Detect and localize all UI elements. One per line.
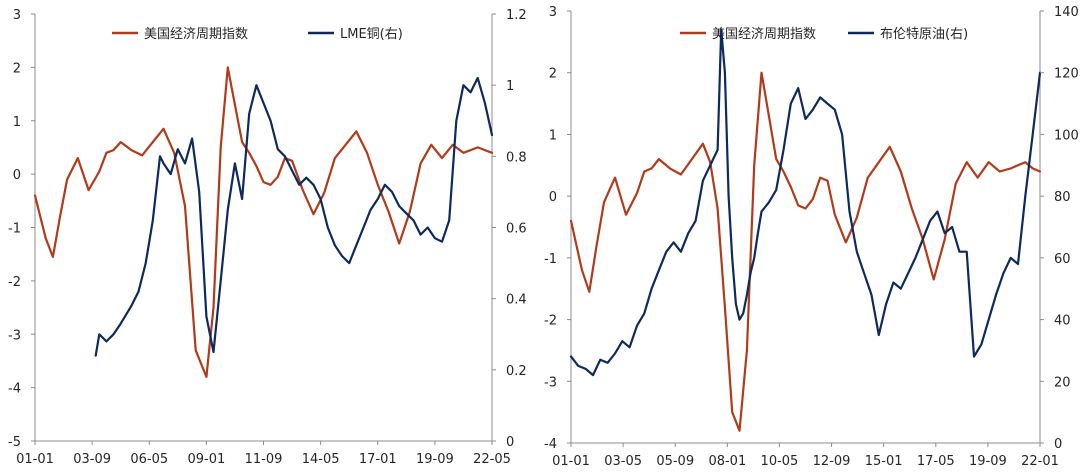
y-left-tick-label: -3 — [544, 375, 557, 390]
y-right-tick-label: 0 — [506, 435, 514, 450]
legend-label-asset: 布伦特原油(右) — [880, 27, 968, 42]
x-tick-label: 05-09 — [656, 454, 694, 469]
x-tick-label: 03-09 — [73, 452, 111, 467]
ticks-layer: -4 -3 -2 -1 0 1 2 3 0 20 40 60 80 100 120 140 01-01 03-05… — [544, 5, 1079, 469]
y-left-tick-label: -1 — [544, 252, 557, 267]
series-line-cycle — [33, 66, 494, 378]
x-tick-label: 19-09 — [969, 454, 1007, 469]
series-layer — [569, 28, 1042, 432]
y-left-tick-label: -2 — [8, 275, 21, 290]
y-right-tick-label: 0.4 — [506, 293, 527, 308]
x-tick-label: 06-05 — [130, 452, 168, 467]
x-tick-label: 22-01 — [1021, 454, 1059, 469]
y-right-tick-label: 40 — [1054, 314, 1071, 329]
y-left-tick-label: 2 — [13, 61, 21, 76]
series-line-cycle — [569, 71, 1042, 432]
y-left-tick-label: -4 — [544, 437, 557, 452]
chart-legend: 美国经济周期指数 LME铜(右) — [112, 27, 403, 42]
y-left-tick-label: 1 — [13, 115, 21, 130]
y-left-tick-label: -1 — [8, 222, 21, 237]
x-tick-label: 19-09 — [416, 452, 454, 467]
x-tick-label: 10-05 — [761, 454, 799, 469]
x-tick-label: 14-05 — [302, 452, 340, 467]
chart-legend: 美国经济周期指数 布伦特原油(右) — [680, 27, 968, 42]
y-left-tick-label: -4 — [8, 382, 21, 397]
series-line-asset — [94, 76, 494, 357]
y-left-tick-label: -3 — [8, 328, 21, 343]
chart-right: 美国经济周期指数 布伦特原油(右) -4 -3 -2 -1 0 1 2 3 0 20 40 60 80 1… — [544, 5, 1079, 469]
ticks-layer: -5 -4 -3 -2 -1 0 1 2 3 0 0.2 0.4 0.6 0.8 1 1.2 01-01 03-0… — [8, 8, 527, 467]
x-tick-label: 03-05 — [604, 454, 642, 469]
y-left-tick-label: -5 — [8, 435, 21, 450]
y-right-tick-label: 1 — [506, 79, 514, 94]
x-tick-label: 01-01 — [552, 454, 590, 469]
legend-label-cycle: 美国经济周期指数 — [712, 27, 816, 42]
y-right-tick-label: 0.2 — [506, 364, 527, 379]
y-left-tick-label: 1 — [549, 128, 557, 143]
x-tick-label: 08-01 — [708, 454, 746, 469]
x-tick-label: 22-05 — [473, 452, 511, 467]
y-left-tick-label: 0 — [13, 168, 21, 183]
y-left-tick-label: 3 — [549, 5, 557, 20]
series-layer — [33, 66, 494, 378]
chart-panel-left: 美国经济周期指数 LME铜(右) -5 -4 -3 -2 -1 0 1 2 3 0 0.2 0.4 0.… — [0, 0, 540, 471]
y-right-tick-label: 80 — [1054, 190, 1071, 205]
y-right-tick-label: 0 — [1054, 437, 1062, 452]
y-right-tick-label: 140 — [1054, 5, 1079, 20]
y-left-tick-label: -2 — [544, 314, 557, 329]
y-right-tick-label: 20 — [1054, 375, 1071, 390]
y-left-tick-label: 0 — [549, 190, 557, 205]
x-tick-label: 17-01 — [359, 452, 397, 467]
y-left-tick-label: 3 — [13, 8, 21, 23]
chart-left: 美国经济周期指数 LME铜(右) -5 -4 -3 -2 -1 0 1 2 3 0 0.2 0.4 0.… — [8, 8, 527, 467]
y-right-tick-label: 0.8 — [506, 150, 527, 165]
chart-panel-right: 美国经济周期指数 布伦特原油(右) -4 -3 -2 -1 0 1 2 3 0 20 40 60 80 1… — [540, 0, 1080, 471]
y-right-tick-label: 1.2 — [506, 8, 527, 23]
x-tick-label: 09-01 — [187, 452, 225, 467]
series-line-asset — [569, 28, 1042, 377]
y-right-tick-label: 100 — [1054, 128, 1079, 143]
y-right-tick-label: 0.6 — [506, 222, 527, 237]
y-right-tick-label: 60 — [1054, 252, 1071, 267]
x-tick-label: 01-01 — [16, 452, 54, 467]
x-tick-label: 17-05 — [917, 454, 955, 469]
y-right-tick-label: 120 — [1054, 67, 1079, 82]
y-left-tick-label: 2 — [549, 67, 557, 82]
x-tick-label: 15-01 — [865, 454, 903, 469]
legend-label-cycle: 美国经济周期指数 — [144, 27, 248, 42]
legend-label-asset: LME铜(右) — [340, 27, 403, 42]
x-tick-label: 11-09 — [245, 452, 283, 467]
x-tick-label: 12-09 — [813, 454, 851, 469]
